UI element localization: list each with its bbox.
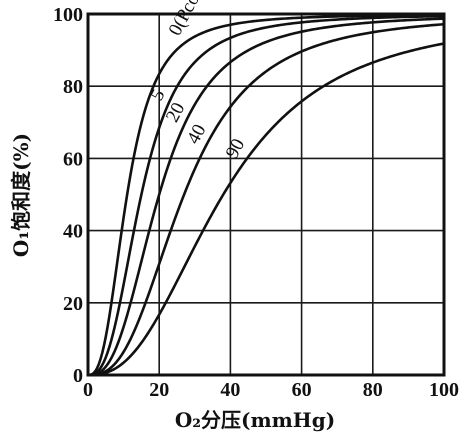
y-tick-label: 20 bbox=[63, 293, 83, 315]
y-tick-label: 40 bbox=[63, 221, 83, 243]
y-tick-label: 0 bbox=[73, 365, 83, 387]
curves bbox=[86, 13, 446, 377]
x-tick-label: 60 bbox=[292, 379, 312, 401]
x-tick-label: 40 bbox=[220, 379, 240, 401]
plot-frame bbox=[86, 12, 446, 377]
series-line-5 bbox=[86, 14, 446, 377]
x-tick-label: 20 bbox=[149, 379, 169, 401]
y-tick-label: 80 bbox=[63, 76, 83, 98]
y-tick-label: 60 bbox=[63, 148, 83, 170]
series-label: 5 bbox=[147, 86, 170, 104]
x-axis-label: O₂分压(mmHg) bbox=[175, 408, 335, 432]
grid bbox=[88, 14, 444, 375]
y-tick-label: 100 bbox=[53, 4, 83, 26]
series-line-20 bbox=[86, 17, 446, 377]
series-line-40 bbox=[86, 22, 446, 377]
series-line-0Pco bbox=[86, 13, 446, 377]
x-tick-label: 100 bbox=[429, 379, 459, 401]
tick-labels: 0 20 40 60 80 100 0 20 40 60 80 100 bbox=[53, 4, 459, 401]
series-line-90 bbox=[86, 42, 446, 377]
y-axis-label: O₁饱和度(%) bbox=[9, 133, 33, 257]
x-tick-label: 0 bbox=[83, 379, 93, 401]
x-tick-label: 80 bbox=[363, 379, 383, 401]
